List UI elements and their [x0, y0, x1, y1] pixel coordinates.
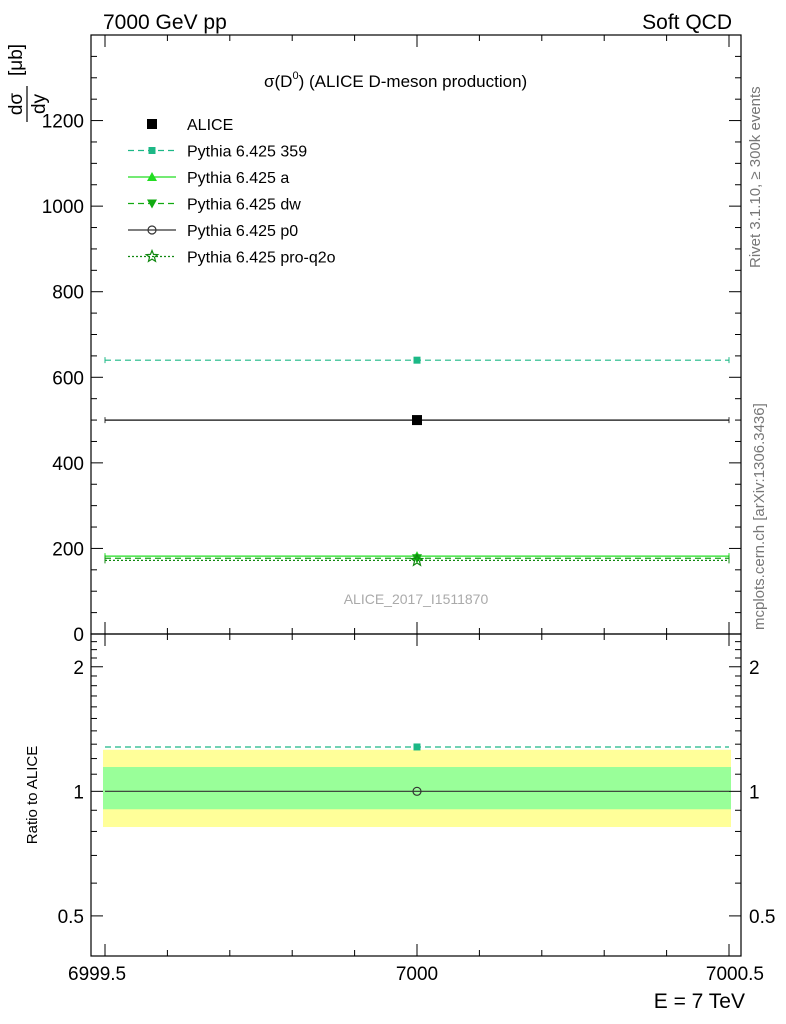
y-axis-label-unit: [μb] [6, 44, 27, 76]
y-tick-label-1: 200 [52, 539, 84, 560]
legend-label-2: Pythia 6.425 a [187, 170, 289, 187]
analysis-watermark: ALICE_2017_I1511870 [344, 591, 489, 607]
y-axis-label-numerator: dσ [6, 93, 27, 116]
chart-title: σ(D0) (ALICE D-meson production) [264, 70, 527, 91]
legend-marker-5 [144, 248, 160, 263]
rivet-version-label: Rivet 3.1.10, ≥ 300k events [747, 86, 764, 268]
point-5 [409, 552, 425, 567]
y-tick-label-0: 0 [73, 625, 84, 646]
point-3 [412, 554, 422, 564]
legend-marker-2 [147, 172, 157, 181]
x-axis-label: E = 7 TeV [654, 990, 745, 1013]
point-1 [413, 356, 421, 364]
y-tick-label-4: 800 [52, 283, 84, 304]
chart-title-main: σ(D [264, 72, 292, 91]
legend-label-1: Pythia 6.425 359 [187, 144, 307, 161]
x-tick-label-0: 6999.5 [68, 964, 126, 985]
ratio-point-1 [413, 743, 421, 751]
legend-marker-3 [147, 199, 157, 209]
y-tick-label-2: 400 [52, 454, 84, 475]
chart-title-superscript: 0 [292, 70, 298, 82]
y-axis-label: dσ dy [μb] [6, 44, 50, 122]
point-0 [412, 415, 422, 426]
ratio-tick-label-left-1: 1 [73, 782, 84, 803]
y-tick-label-6: 1200 [42, 112, 84, 133]
ratio-tick-label-right-2: 2 [749, 658, 760, 679]
x-tick-label-2: 7000.5 [706, 964, 764, 985]
legend-marker-1 [148, 147, 156, 154]
ratio-series-layer [105, 743, 729, 796]
ratio-frame [90, 633, 742, 957]
ratio-tick-label-right-0: 0.5 [749, 907, 775, 928]
legend-label-0: ALICE [187, 117, 233, 134]
header-right: Soft QCD [642, 11, 732, 34]
legend-label-5: Pythia 6.425 pro-q2o [187, 250, 336, 267]
ratio-point-4 [412, 786, 422, 796]
mcplots-label: mcplots.cern.ch [arXiv:1306.3436] [751, 403, 768, 630]
ratio-y-axis-label: Ratio to ALICE [24, 746, 41, 844]
legend: ALICE Pythia 6.425 359 Pythia 6.425 a Pythi… [128, 117, 336, 267]
y-axis-label-denominator: dy [29, 93, 50, 114]
y-tick-label-3: 600 [52, 368, 84, 389]
ratio-tick-label-left-2: 2 [73, 658, 84, 679]
legend-label-3: Pythia 6.425 dw [187, 197, 301, 214]
legend-label-4: Pythia 6.425 p0 [187, 223, 298, 240]
main-series-layer [104, 356, 730, 567]
x-tick-label-1: 7000 [396, 964, 438, 985]
ratio-band-inner [103, 766, 731, 810]
y-tick-label-5: 1000 [42, 197, 84, 218]
chart-title-rest: ) (ALICE D-meson production) [299, 72, 528, 91]
ratio-tick-label-left-0: 0.5 [58, 907, 84, 928]
legend-marker-4 [147, 225, 157, 235]
legend-marker-0 [147, 119, 157, 129]
header-left: 7000 GeV pp [103, 11, 227, 34]
ratio-tick-label-right-1: 1 [749, 782, 760, 803]
axes: 0 200 400 600 800 1000 1200 0.5 0.5 1 1 2 2 6999.5 700… [42, 34, 775, 985]
